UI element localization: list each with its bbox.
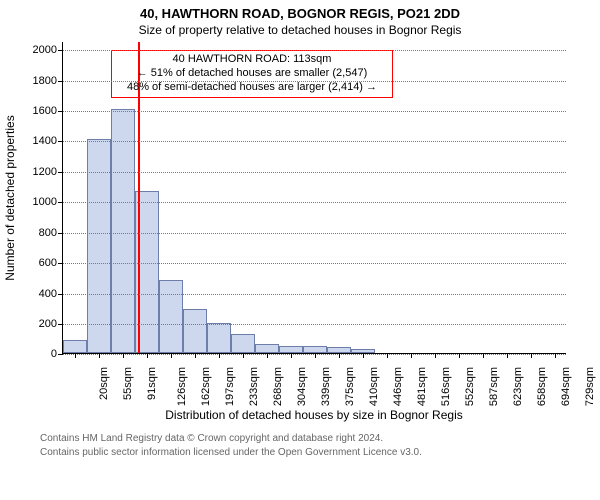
x-tick-mark [531,353,532,358]
x-tick-mark [291,353,292,358]
y-tick-label: 600 [39,257,63,269]
x-tick-label: 268sqm [272,367,284,406]
x-tick-label: 729sqm [584,367,596,406]
page-title: 40, HAWTHORN ROAD, BOGNOR REGIS, PO21 2D… [0,0,600,23]
x-tick-mark [75,353,76,358]
y-tick-label: 800 [39,227,63,239]
x-tick-label: 304sqm [296,367,308,406]
y-tick-label: 0 [51,348,63,360]
y-tick-label: 1200 [33,166,63,178]
bar [255,344,278,354]
bar [303,346,326,353]
bar [231,334,254,354]
x-tick-label: 481sqm [416,367,428,406]
y-tick-label: 400 [39,288,63,300]
x-tick-label: 375sqm [344,367,356,406]
x-tick-label: 55sqm [122,367,134,400]
x-tick-label: 658sqm [536,367,548,406]
x-tick-mark [363,353,364,358]
x-tick-mark [555,353,556,358]
x-tick-label: 516sqm [440,367,452,406]
bar [279,346,302,354]
x-tick-label: 339sqm [320,367,332,406]
copyright-line-1: Contains HM Land Registry data © Crown c… [40,432,600,446]
x-tick-mark [147,353,148,358]
y-tick-label: 1600 [33,105,63,117]
x-tick-mark [195,353,196,358]
y-tick-label: 200 [39,318,63,330]
y-tick-label: 1800 [33,75,63,87]
x-tick-mark [123,353,124,358]
grid-line [63,81,566,82]
x-tick-mark [483,353,484,358]
page: 40, HAWTHORN ROAD, BOGNOR REGIS, PO21 2D… [0,0,600,500]
grid-line [63,324,566,325]
bar [159,280,182,353]
x-tick-mark [99,353,100,358]
grid-line [63,202,566,203]
grid-line [63,141,566,142]
copyright-block: Contains HM Land Registry data © Crown c… [0,432,600,459]
annotation-box: 40 HAWTHORN ROAD: 113sqm ← 51% of detach… [111,50,393,97]
bar [183,309,206,353]
x-tick-label: 694sqm [560,367,572,406]
chart-area: Number of detached properties 40 HAWTHOR… [0,42,600,404]
y-tick-label: 2000 [33,44,63,56]
x-tick-mark [219,353,220,358]
x-tick-label: 91sqm [146,367,158,400]
copyright-line-2: Contains public sector information licen… [40,446,600,460]
grid-line [63,172,566,173]
y-axis-label: Number of detached properties [3,116,17,281]
grid-line [63,294,566,295]
x-tick-mark [507,353,508,358]
x-tick-mark [243,353,244,358]
bar [207,323,230,353]
y-tick-label: 1400 [33,135,63,147]
x-tick-mark [267,353,268,358]
annotation-line-1: 40 HAWTHORN ROAD: 113sqm [118,53,386,67]
x-tick-label: 552sqm [464,367,476,406]
grid-line [63,111,566,112]
x-tick-label: 410sqm [368,367,380,406]
annotation-line-2: ← 51% of detached houses are smaller (2,… [118,67,386,81]
x-axis-label: Distribution of detached houses by size … [0,408,566,422]
x-tick-label: 162sqm [200,367,212,406]
grid-line [63,263,566,264]
grid-line [63,50,566,51]
x-tick-label: 587sqm [488,367,500,406]
annotation-line-3: 48% of semi-detached houses are larger (… [118,81,386,95]
y-tick-label: 1000 [33,196,63,208]
x-tick-label: 197sqm [224,367,236,406]
grid-line [63,233,566,234]
x-tick-label: 126sqm [176,367,188,406]
plot-area: 40 HAWTHORN ROAD: 113sqm ← 51% of detach… [62,42,566,354]
x-tick-mark [459,353,460,358]
x-tick-mark [435,353,436,358]
x-tick-mark [171,353,172,358]
x-tick-mark [411,353,412,358]
x-tick-mark [339,353,340,358]
x-tick-mark [387,353,388,358]
x-tick-mark [315,353,316,358]
bar [63,340,86,354]
x-tick-label: 623sqm [512,367,524,406]
x-tick-label: 20sqm [98,367,110,400]
page-subtitle: Size of property relative to detached ho… [0,23,600,39]
x-tick-label: 233sqm [248,367,260,406]
x-tick-label: 446sqm [392,367,404,406]
bar [111,109,134,353]
